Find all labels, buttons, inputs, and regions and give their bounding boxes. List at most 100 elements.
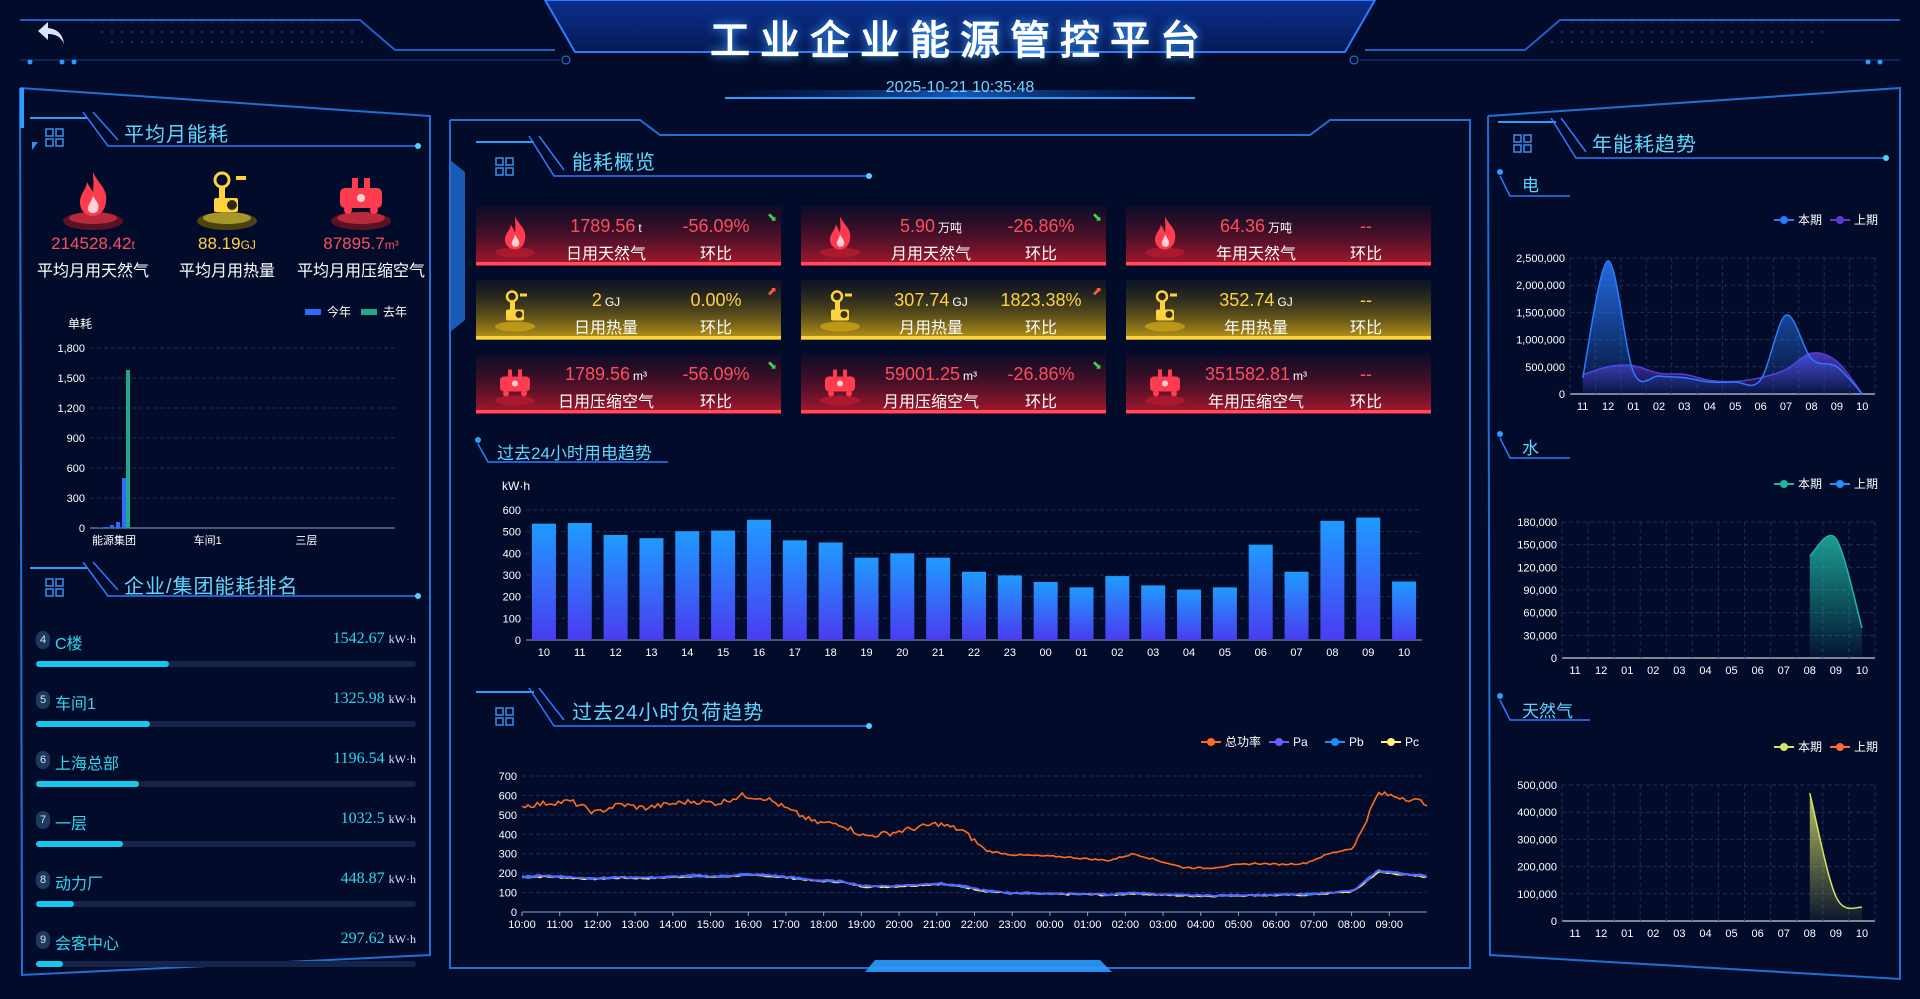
x-tick-label: 22:00: [961, 919, 989, 931]
trend-down-icon: ⬊: [767, 210, 778, 224]
legend-marker: [1387, 738, 1395, 746]
kpi-label: 年用天然气: [1215, 246, 1296, 263]
x-tick-label: 07: [1290, 647, 1302, 659]
ranking-item[interactable]: 9 会客中心 297.62 kW·h: [36, 927, 416, 977]
rank-progress-track: [36, 781, 416, 787]
grid-icon: [45, 128, 64, 147]
avg-gas-unit: t: [131, 238, 135, 252]
kpi-card[interactable]: 5.90 万吨 月用天然气 -26.86% 环比 ⬊: [801, 206, 1106, 266]
kpi-ratio-label: 环比: [1024, 394, 1057, 411]
annual-trend-title: 年能耗趋势: [1592, 134, 1697, 156]
ranking-title-decoration: [30, 562, 421, 599]
power-bar: [567, 523, 592, 640]
x-tick-label: 09: [1362, 647, 1374, 659]
heat-meter-icon: [1145, 290, 1185, 332]
legend-marker: [1780, 480, 1788, 488]
x-tick-label: 06: [1752, 928, 1764, 940]
legend-label: Pa: [1293, 735, 1308, 749]
kpi-ratio: -56.09%: [682, 364, 750, 384]
kpi-ratio-label: 环比: [1024, 246, 1057, 263]
kpi-card[interactable]: 1789.56 t 日用天然气 -56.09% 环比 ⬊: [476, 206, 781, 266]
kpi-unit: GJ: [1277, 295, 1293, 309]
rank-name: 动力厂: [55, 876, 104, 893]
x-tick-label: 10: [538, 647, 550, 659]
y-axis-title: kW·h: [502, 479, 530, 493]
load-24h-chart: Pc Pb Pa 总功率 0 100 200 300 400 500 600 700 10:00 11:0…: [499, 734, 1428, 931]
kpi-unit: m³: [1293, 369, 1308, 383]
x-tick-label: 08: [1326, 647, 1338, 659]
ranking-item[interactable]: 8 动力厂 448.87 kW·h: [36, 867, 416, 917]
y-tick-label: 1,500: [57, 373, 85, 385]
avg-heat-unit: GJ: [240, 238, 256, 252]
x-tick-label: 11: [574, 647, 585, 659]
x-tick-label: 17:00: [772, 919, 800, 931]
rank-value: 448.87: [340, 870, 385, 887]
ranking-item[interactable]: 4 C楼 1542.67 kW·h: [36, 627, 416, 677]
kpi-unit: GJ: [604, 295, 621, 309]
kpi-card[interactable]: 64.36 万吨 年用天然气 -- 环比: [1126, 206, 1431, 266]
kpi-value: 351582.81: [1204, 364, 1291, 384]
x-tick-label: 04: [1699, 665, 1711, 677]
x-tick-label: 06: [1255, 647, 1267, 659]
x-tick-label: 08: [1804, 928, 1816, 940]
kpi-card[interactable]: 1789.56 m³ 日用压缩空气 -56.09% 环比 ⬊: [476, 354, 781, 414]
header: 工业企业能源管控平台 2025-10-21 10:35:48: [0, 0, 1920, 100]
rank-progress-fill: [36, 721, 150, 727]
series-area-本期: [1582, 260, 1863, 394]
y-tick-label: 600: [503, 505, 521, 517]
annual-electric-chart: 上期 本期 0 500,000 1,000,000 1,500,000 2,000,000 2…: [1516, 213, 1878, 413]
kpi-card[interactable]: 2 GJ 日用热量 0.00% 环比 ⬈: [476, 280, 781, 340]
kpi-ratio-label: 环比: [699, 394, 732, 411]
ranking-item[interactable]: 6 上海总部 1196.54 kW·h: [36, 747, 416, 797]
series-line-Pa: [521, 869, 1428, 897]
x-tick-label: 16:00: [734, 919, 762, 931]
kpi-card[interactable]: 351582.81 m³ 年用压缩空气 -- 环比: [1126, 354, 1431, 414]
y-tick-label: 500,000: [1525, 362, 1565, 374]
x-tick-label: 07: [1778, 928, 1790, 940]
y-tick-label: 500: [499, 810, 517, 822]
kpi-card[interactable]: 59001.25 m³ 月用压缩空气 -26.86% 环比 ⬊: [801, 354, 1106, 414]
power-bar: [639, 538, 664, 640]
power-bar: [675, 531, 700, 640]
x-tick-label: 02: [1653, 401, 1665, 413]
kpi-ratio: -26.86%: [1007, 216, 1075, 236]
x-tick-label: 05: [1729, 401, 1741, 413]
x-tick-label: 15:00: [697, 919, 725, 931]
ranking-item[interactable]: 7 一层 1032.5 kW·h: [36, 807, 416, 857]
kpi-value: 352.74: [1219, 290, 1275, 310]
x-tick-label: 07:00: [1300, 919, 1328, 931]
rank-value: 1325.98: [332, 690, 385, 707]
y-tick-label: 120,000: [1517, 562, 1557, 574]
gas-subtitle: 天然气: [1522, 702, 1573, 721]
water-subtitle-decoration: [1497, 431, 1570, 459]
avg-air-label: 平均月用压缩空气: [296, 263, 425, 280]
current-datetime: 2025-10-21 10:35:48: [885, 79, 1035, 96]
avg-heat-value: 88.19: [198, 234, 241, 253]
kpi-card[interactable]: 352.74 GJ 年用热量 -- 环比: [1126, 280, 1431, 340]
kpi-unit: GJ: [952, 295, 968, 309]
ranking-item[interactable]: 5 车间1 1325.98 kW·h: [36, 687, 416, 737]
kpi-ratio: -26.86%: [1007, 364, 1075, 384]
series-line-本期: [1581, 259, 1863, 395]
x-tick-label: 03:00: [1149, 919, 1177, 931]
rank-progress-fill: [36, 901, 74, 907]
y-tick-label: 1,000,000: [1516, 335, 1565, 347]
kpi-card[interactable]: 307.74 GJ 月用热量 1823.38% 环比 ⬈: [801, 280, 1106, 340]
rank-progress-track: [36, 841, 416, 847]
kpi-ratio: --: [1360, 216, 1372, 236]
x-tick-label: 23:00: [998, 919, 1026, 931]
overview-title-decoration: [476, 136, 872, 179]
air-compressor-icon: [1145, 369, 1185, 406]
x-tick-label: 能源集团: [92, 533, 136, 547]
legend-label: 上期: [1854, 740, 1878, 754]
power-bar: [1284, 571, 1309, 640]
back-button[interactable]: [34, 18, 68, 48]
x-tick-label: 06:00: [1262, 919, 1290, 931]
bar-this-year: [116, 522, 120, 528]
rank-progress-fill: [36, 661, 169, 667]
flame-icon: [1145, 216, 1185, 258]
x-tick-label: 07: [1778, 665, 1790, 677]
legend-marker: [1836, 480, 1844, 488]
legend-swatch: [305, 309, 321, 315]
